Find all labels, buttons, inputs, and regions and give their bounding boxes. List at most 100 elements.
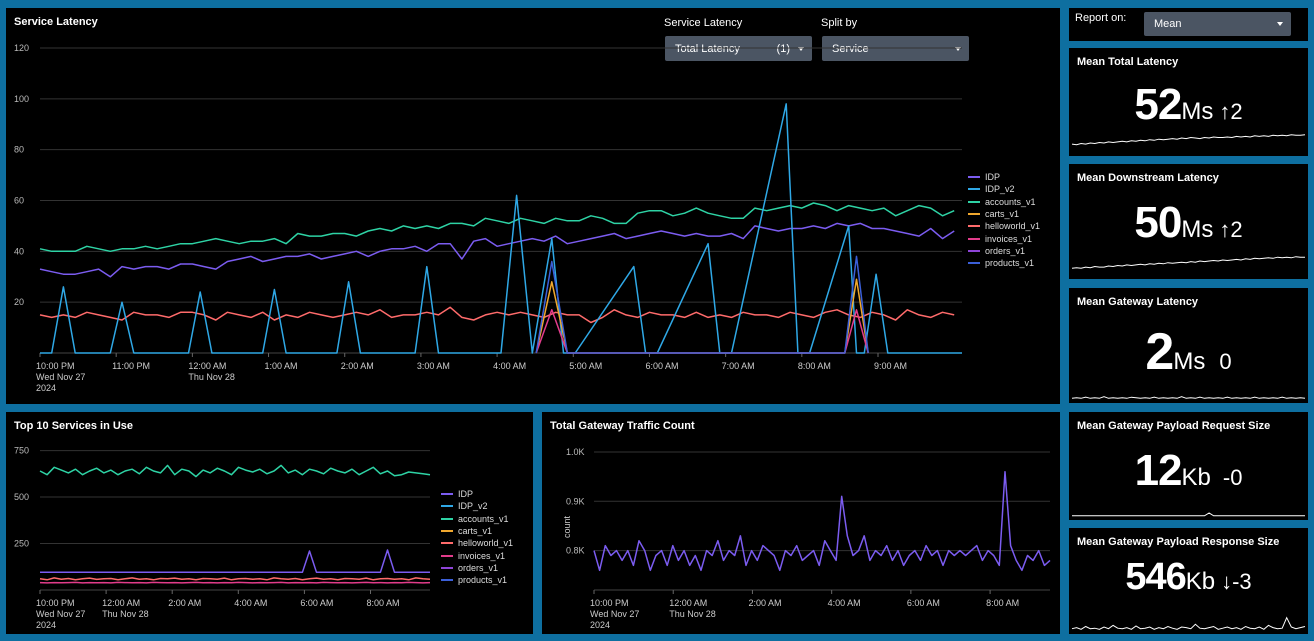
service-latency-title: Service Latency <box>14 16 98 28</box>
x-tick-date: Wed Nov 27 <box>36 609 85 619</box>
kpi-number: 52 <box>1134 80 1182 129</box>
top10-title: Top 10 Services in Use <box>14 420 134 432</box>
legend-swatch <box>968 188 980 191</box>
legend-item-helloworld-v1[interactable]: helloworld_v1 <box>441 537 513 549</box>
x-tick-label: 10:00 PM <box>590 598 629 608</box>
legend-label: orders_v1 <box>985 245 1026 256</box>
x-tick-label: 2:00 AM <box>168 598 201 608</box>
legend-label: products_v1 <box>985 258 1035 269</box>
x-tick-label: 12:00 AM <box>669 598 707 608</box>
split-by-label: Split by <box>821 17 858 29</box>
legend-item-accounts-v1[interactable]: accounts_v1 <box>968 196 1040 208</box>
legend-item-IDP[interactable]: IDP <box>968 171 1040 183</box>
kpi-number: 50 <box>1134 198 1182 247</box>
kpi-value: 546Kb ↓-3 <box>1069 556 1308 599</box>
sparkline-path <box>1071 134 1306 146</box>
x-tick-label: 6:00 AM <box>645 361 678 371</box>
legend-label: carts_v1 <box>985 209 1020 220</box>
legend-item-IDP[interactable]: IDP <box>441 488 513 500</box>
x-tick-label: 2:00 AM <box>341 361 374 371</box>
legend-item-orders-v1[interactable]: orders_v1 <box>441 562 513 574</box>
legend-label: orders_v1 <box>458 562 499 573</box>
x-tick-label: 2:00 AM <box>748 598 781 608</box>
kpi-mean-gateway-payload-response-size: Mean Gateway Payload Response Size 546Kb… <box>1069 528 1308 634</box>
series-line-helloworld-v1 <box>39 306 955 324</box>
kpi-sparkline <box>1071 256 1305 269</box>
legend-swatch <box>441 554 453 557</box>
report-on-dropdown-value: Mean <box>1154 18 1182 30</box>
x-tick-label: 5:00 AM <box>569 361 602 371</box>
kpi-mean-gateway-latency: Mean Gateway Latency 2Ms 0 <box>1069 288 1308 403</box>
x-tick-label: 12:00 AM <box>188 361 226 371</box>
series-line-products-v1 <box>535 255 869 354</box>
top10-panel: Top 10 Services in Use 250 500 750 10:00 PM… <box>6 412 533 634</box>
legend-swatch <box>441 530 453 533</box>
legend-item-products-v1[interactable]: products_v1 <box>968 257 1040 269</box>
kpi-delta: 2 <box>1230 99 1243 124</box>
legend-item-IDP-v2[interactable]: IDP_v2 <box>968 183 1040 195</box>
legend-label: IDP <box>458 489 474 500</box>
x-tick-label: 4:00 AM <box>493 361 526 371</box>
kpi-unit: Ms <box>1181 98 1214 125</box>
legend-label: IDP <box>985 172 1001 183</box>
legend-label: IDP_v2 <box>985 184 1015 195</box>
y-tick-label: 250 <box>14 539 29 549</box>
legend-label: products_v1 <box>458 575 508 586</box>
x-tick-label: 10:00 PM <box>36 361 75 371</box>
legend-item-invoices-v1[interactable]: invoices_v1 <box>968 232 1040 244</box>
kpi-sparkline <box>1072 512 1305 517</box>
legend-item-products-v1[interactable]: products_v1 <box>441 574 513 586</box>
legend-item-invoices-v1[interactable]: invoices_v1 <box>441 549 513 561</box>
kpi-title: Mean Gateway Latency <box>1077 296 1199 308</box>
legend-label: accounts_v1 <box>458 513 509 524</box>
kpi-number: 12 <box>1134 446 1183 495</box>
legend-item-carts-v1[interactable]: carts_v1 <box>968 208 1040 220</box>
legend-label: helloworld_v1 <box>985 221 1041 232</box>
kpi-title: Mean Gateway Payload Response Size <box>1077 536 1280 548</box>
legend-swatch <box>441 542 453 545</box>
kpi-mean-gateway-payload-request-size: Mean Gateway Payload Request Size 12Kb -0 <box>1069 412 1308 520</box>
legend-item-IDP-v2[interactable]: IDP_v2 <box>441 500 513 512</box>
legend-swatch <box>441 566 453 569</box>
x-tick-label: 8:00 AM <box>367 598 400 608</box>
x-tick-label: 10:00 PM <box>36 598 75 608</box>
x-tick-label: 8:00 AM <box>798 361 831 371</box>
series-line-count <box>593 470 1051 572</box>
legend-swatch <box>441 579 453 582</box>
sparkline-path <box>1071 256 1305 269</box>
legend-swatch <box>968 176 980 179</box>
legend-swatch <box>968 262 980 265</box>
kpi-unit: Ms <box>1173 348 1206 375</box>
sparkline-path <box>1072 512 1305 517</box>
x-tick-year: 2024 <box>590 620 610 630</box>
y-tick-label: 100 <box>14 94 29 104</box>
kpi-value: 2Ms 0 <box>1069 322 1308 382</box>
kpi-number: 546 <box>1125 556 1186 598</box>
traffic-panel: Total Gateway Traffic Count 0.8K 0.9K 1.0K… <box>542 412 1060 634</box>
legend-label: helloworld_v1 <box>458 538 514 549</box>
legend-item-accounts-v1[interactable]: accounts_v1 <box>441 513 513 525</box>
series-line-invoices-v1 <box>39 581 431 584</box>
legend-label: invoices_v1 <box>458 550 506 561</box>
legend-item-carts-v1[interactable]: carts_v1 <box>441 525 513 537</box>
series-line-helloworld-v1 <box>39 577 431 581</box>
x-tick-label: 6:00 AM <box>907 598 940 608</box>
legend-swatch <box>441 505 453 508</box>
x-tick-label: 3:00 AM <box>417 361 450 371</box>
series-line-accounts-v1 <box>39 202 955 253</box>
x-tick-date: Thu Nov 28 <box>669 609 716 619</box>
legend-item-orders-v1[interactable]: orders_v1 <box>968 245 1040 257</box>
legend-label: accounts_v1 <box>985 196 1036 207</box>
sparkline-path <box>1071 396 1306 399</box>
series-line-IDP-v2 <box>40 103 962 354</box>
legend-swatch <box>968 200 980 203</box>
service-latency-panel: Service Latency Service Latency Total La… <box>6 8 1060 404</box>
arrow-up-icon: ↑ <box>1219 99 1231 124</box>
service-latency-control-label: Service Latency <box>664 17 743 29</box>
legend-label: carts_v1 <box>458 526 493 537</box>
report-on-dropdown[interactable]: Mean <box>1144 12 1291 36</box>
legend-item-helloworld-v1[interactable]: helloworld_v1 <box>968 220 1040 232</box>
x-tick-date: Thu Nov 28 <box>102 609 149 619</box>
